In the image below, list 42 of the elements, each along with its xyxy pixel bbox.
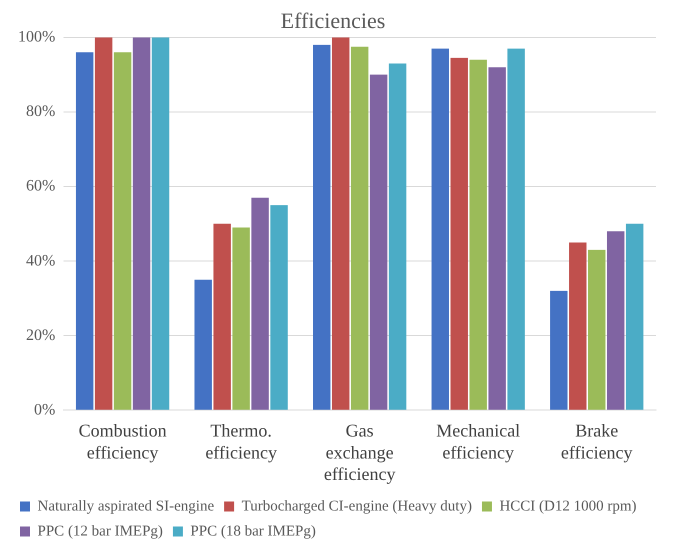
bar [76, 52, 94, 410]
x-tick-label: Brake efficiency [560, 420, 633, 462]
bar [232, 228, 250, 410]
bar [507, 48, 525, 410]
bar [388, 63, 406, 410]
x-tick-label: Mechanical efficiency [436, 420, 520, 462]
y-tick-label: 40% [26, 252, 56, 270]
bar [152, 37, 170, 410]
y-tick-label: 20% [26, 326, 56, 344]
bar [94, 37, 112, 410]
y-tick-label: 80% [26, 103, 56, 120]
bar [626, 224, 644, 410]
bar [332, 37, 350, 410]
x-tick-label: Thermo. efficiency [205, 420, 277, 462]
legend-label: HCCI (D12 1000 rpm) [499, 498, 637, 514]
bar [114, 52, 132, 410]
bar [432, 48, 449, 410]
y-tick-label: 100% [18, 28, 56, 46]
bar [469, 60, 487, 410]
bar [132, 37, 150, 410]
legend-label: Turbocharged CI-engine (Heavy duty) [242, 498, 472, 514]
bar [213, 224, 231, 410]
bar [350, 46, 368, 410]
bar [488, 67, 506, 410]
bar [550, 290, 568, 410]
legend-label: PPC (18 bar IMEPg) [190, 523, 316, 540]
legend-label: PPC (12 bar IMEPg) [38, 523, 163, 540]
bar [251, 198, 269, 410]
y-tick-label: 60% [26, 178, 56, 195]
x-tick-label: Gas exchange efficiency [324, 420, 396, 484]
bar [194, 280, 212, 410]
bar [606, 231, 624, 410]
y-tick-label: 0% [34, 401, 56, 418]
bar [270, 205, 288, 410]
x-tick-label: Combustion efficiency [78, 420, 167, 462]
bar [370, 74, 388, 410]
bar [588, 250, 606, 410]
bar [313, 44, 330, 410]
legend-label: Naturally aspirated SI-engine [38, 498, 214, 514]
chart-title: Efficiencies [280, 8, 386, 33]
bar [450, 58, 468, 410]
bar [569, 242, 586, 410]
